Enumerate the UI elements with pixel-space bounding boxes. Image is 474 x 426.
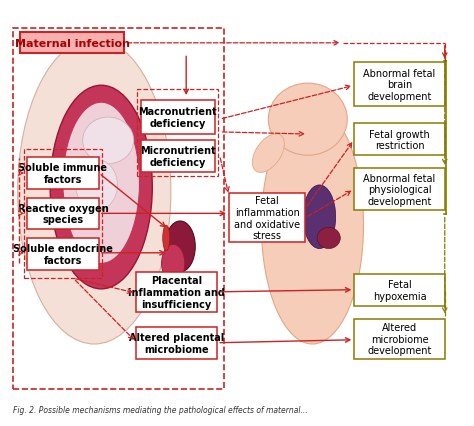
Ellipse shape bbox=[252, 135, 284, 173]
Text: Fig. 2. Possible mechanisms mediating the pathological effects of maternal...: Fig. 2. Possible mechanisms mediating th… bbox=[13, 405, 308, 414]
Text: Placental
inflammation and
insufficiency: Placental inflammation and insufficiency bbox=[128, 276, 225, 309]
FancyBboxPatch shape bbox=[27, 239, 99, 270]
Text: Fetal growth
restriction: Fetal growth restriction bbox=[369, 129, 430, 151]
Ellipse shape bbox=[303, 185, 336, 249]
Text: Fetal
inflammation
and oxidative
stress: Fetal inflammation and oxidative stress bbox=[234, 196, 300, 241]
Text: Abnormal fetal
physiological
development: Abnormal fetal physiological development bbox=[364, 173, 436, 206]
Text: Soluble endocrine
factors: Soluble endocrine factors bbox=[13, 244, 113, 265]
FancyBboxPatch shape bbox=[27, 198, 99, 230]
Ellipse shape bbox=[165, 222, 195, 272]
Text: Reactive oxygen
species: Reactive oxygen species bbox=[18, 203, 108, 225]
Text: Altered
microbiome
development: Altered microbiome development bbox=[367, 322, 432, 355]
Ellipse shape bbox=[50, 86, 152, 289]
Ellipse shape bbox=[76, 160, 118, 211]
FancyBboxPatch shape bbox=[354, 63, 445, 107]
Text: Abnormal fetal
brain
development: Abnormal fetal brain development bbox=[364, 69, 436, 101]
Circle shape bbox=[317, 228, 340, 249]
Circle shape bbox=[268, 84, 347, 156]
FancyBboxPatch shape bbox=[354, 169, 445, 211]
FancyBboxPatch shape bbox=[354, 274, 445, 306]
Circle shape bbox=[82, 118, 134, 164]
FancyBboxPatch shape bbox=[141, 101, 215, 135]
Text: Soluble immune
factors: Soluble immune factors bbox=[18, 163, 108, 184]
FancyBboxPatch shape bbox=[141, 141, 215, 173]
Text: Micronutrient
deficiency: Micronutrient deficiency bbox=[140, 146, 216, 168]
Ellipse shape bbox=[18, 40, 171, 344]
FancyBboxPatch shape bbox=[136, 327, 217, 359]
FancyBboxPatch shape bbox=[136, 272, 217, 312]
FancyBboxPatch shape bbox=[354, 319, 445, 359]
Ellipse shape bbox=[162, 245, 185, 283]
FancyBboxPatch shape bbox=[27, 158, 99, 190]
Text: Fetal
hypoxemia: Fetal hypoxemia bbox=[373, 279, 426, 301]
FancyBboxPatch shape bbox=[354, 124, 445, 156]
Ellipse shape bbox=[63, 103, 139, 264]
FancyBboxPatch shape bbox=[20, 33, 125, 54]
Text: Maternal infection: Maternal infection bbox=[15, 39, 130, 49]
Ellipse shape bbox=[261, 107, 364, 344]
FancyBboxPatch shape bbox=[229, 194, 305, 243]
Text: Macronutrient
deficiency: Macronutrient deficiency bbox=[138, 107, 217, 129]
Ellipse shape bbox=[163, 226, 170, 251]
Text: Altered placental
microbiome: Altered placental microbiome bbox=[129, 332, 224, 354]
